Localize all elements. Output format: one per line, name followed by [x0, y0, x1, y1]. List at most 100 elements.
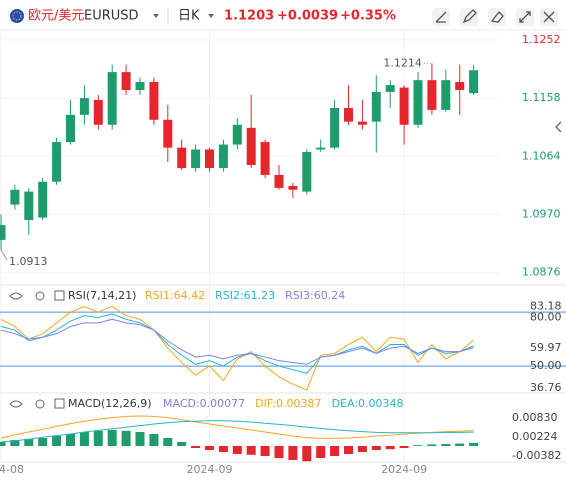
- candle-body: [469, 70, 479, 94]
- macd-line: [0, 420, 474, 443]
- candle-body: [288, 186, 298, 190]
- value-marker-label: 0.00224: [512, 430, 558, 443]
- macd-bar: [371, 446, 381, 450]
- settings-icon[interactable]: [35, 399, 45, 409]
- candle-body: [399, 87, 409, 125]
- period[interactable]: 日K: [178, 9, 200, 24]
- rsi-line: [0, 313, 474, 374]
- candle-body: [218, 144, 228, 169]
- candle-body: [441, 80, 451, 110]
- macd-bar: [218, 446, 228, 452]
- expand-icon[interactable]: [54, 398, 65, 409]
- tool-pen-icon: [462, 9, 477, 24]
- rsi-header-icons: [9, 290, 65, 409]
- tool-line-icon: [435, 11, 447, 23]
- candle-body: [107, 72, 117, 125]
- candle-body: [371, 91, 381, 122]
- fullscreen-icon: [519, 11, 531, 23]
- toolbar: [432, 8, 558, 26]
- x-tick-label: 2024-09: [187, 463, 233, 476]
- y-tick-label: 1.0970: [522, 208, 561, 221]
- candle-body: [149, 82, 159, 120]
- macd-bar: [288, 446, 298, 460]
- rsi-line: [0, 318, 474, 365]
- value-marker-label: 36.76: [530, 381, 562, 394]
- macd-bar: [107, 430, 117, 446]
- period-dropdown[interactable]: [208, 14, 214, 18]
- candle-body: [427, 80, 437, 110]
- x-tick-label: 2024-09: [381, 463, 427, 476]
- tool-erase-icon: [490, 11, 504, 23]
- value-marker-label: 0.00830: [512, 411, 558, 424]
- candle-body: [357, 121, 367, 125]
- candle-body: [385, 85, 395, 92]
- candle-body: [79, 98, 89, 115]
- macd-bar: [260, 446, 270, 456]
- candle-body: [330, 108, 340, 148]
- x-tick-label: 2024-08: [0, 463, 24, 476]
- candle-body: [302, 151, 312, 192]
- tool-erase-btn[interactable]: [488, 8, 506, 26]
- candle-body: [121, 72, 131, 91]
- y-tick-label: 1.1252: [522, 33, 561, 46]
- macd-bar: [385, 446, 395, 450]
- collapse-arrow[interactable]: [555, 121, 562, 133]
- macd-bar: [469, 442, 479, 446]
- candle-body: [316, 147, 326, 150]
- candle-body: [52, 142, 62, 182]
- macd-line: [0, 415, 474, 439]
- legend-entry: RSI2:61.23: [215, 289, 275, 302]
- candle-body: [10, 189, 20, 205]
- annotation-leader: [0, 249, 8, 261]
- panel-title: MACD(12,26,9): [68, 397, 152, 410]
- candle-body: [455, 82, 465, 91]
- expand-icon[interactable]: [54, 290, 65, 301]
- legend-entry: DIF:0.00387: [255, 397, 321, 410]
- pair-name: 欧元/美元: [28, 9, 84, 24]
- flag-icon: [10, 9, 24, 23]
- pair-symbol[interactable]: EURUSD: [84, 9, 139, 24]
- eye-icon[interactable]: [9, 292, 23, 300]
- macd-bar: [79, 432, 89, 446]
- candle-body: [274, 174, 284, 188]
- macd-bar: [52, 436, 62, 446]
- macd-bar: [316, 446, 326, 458]
- macd-bar: [163, 438, 173, 446]
- y-tick-label: 50.00: [530, 359, 562, 372]
- candle-body: [232, 124, 242, 145]
- macd-bar: [66, 434, 75, 446]
- eye-icon[interactable]: [9, 400, 23, 408]
- legend-entry: RSI3:60.24: [285, 289, 345, 302]
- macd-bar: [232, 446, 242, 454]
- y-tick-label: 1.1158: [522, 91, 561, 104]
- panel-title: RSI(7,14,21): [68, 289, 136, 302]
- last-price: 1.1203: [224, 9, 274, 24]
- macd-bar: [427, 444, 437, 446]
- flag-stars: [12, 11, 22, 21]
- macd-bar: [399, 446, 409, 448]
- macd-bar: [441, 444, 451, 446]
- macd-bar: [93, 430, 103, 446]
- candle-body: [163, 119, 173, 148]
- tool-pen-btn[interactable]: [460, 8, 478, 26]
- legend-entry: MACD:0.00077: [163, 397, 245, 410]
- candle-body: [38, 181, 48, 218]
- settings-icon[interactable]: [35, 291, 45, 301]
- macd-bar: [38, 438, 48, 446]
- y-tick-label: 1.1064: [522, 149, 561, 162]
- legend-entry: DEA:0.00348: [332, 397, 404, 410]
- candle-body: [135, 82, 145, 91]
- candle-body: [344, 108, 353, 122]
- annotation-label: 1.0913: [9, 255, 48, 268]
- rsi-line: [0, 305, 474, 391]
- candle-body: [24, 191, 34, 221]
- value-marker-label: -0.00382: [512, 449, 561, 462]
- symbol-dropdown[interactable]: [153, 14, 159, 18]
- macd-bar: [24, 438, 34, 446]
- macd-bar: [0, 442, 6, 446]
- candle-body: [205, 149, 214, 169]
- macd-bar: [246, 446, 256, 455]
- value-marker-label: 59.97: [530, 341, 562, 354]
